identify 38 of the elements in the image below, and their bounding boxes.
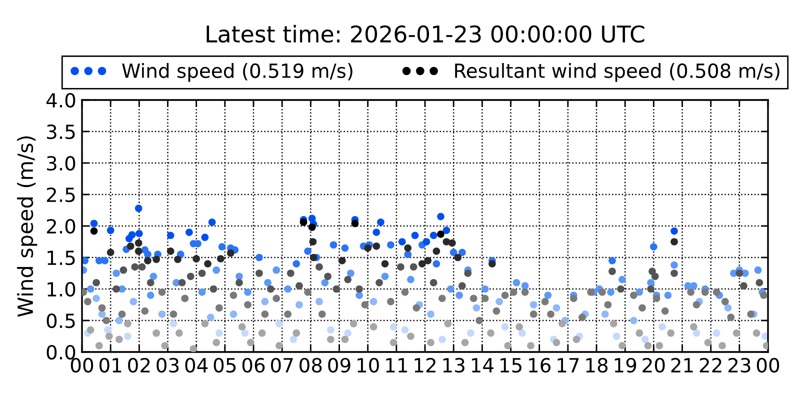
x-tick-label: 00 — [756, 358, 780, 373]
x-tick-label: 10 — [358, 358, 379, 373]
x-tick-label: 08 — [300, 358, 322, 373]
x-tick-label: 15 — [500, 358, 522, 373]
x-tick-label: 22 — [700, 358, 722, 372]
y-tick-label: 4.0 — [46, 92, 76, 108]
x-tick-label: 04 — [185, 358, 208, 373]
x-tick-label: 02 — [128, 358, 150, 373]
y-tick-label: 2.5 — [46, 187, 75, 202]
y-tick-label: 3.0 — [47, 156, 76, 171]
x-tick-label: 06 — [242, 358, 265, 373]
x-tick-label: 17 — [558, 358, 579, 372]
x-tick-label: 13 — [443, 358, 464, 373]
y-axis-title: Wind speed (m/s) — [17, 136, 38, 317]
x-tick-label: 01 — [99, 358, 122, 373]
x-tick-label: 05 — [214, 358, 236, 373]
y-tick-label: 0.5 — [46, 313, 75, 328]
x-tick-label: 11 — [386, 358, 407, 372]
y-tick-label: 0.0 — [46, 344, 76, 360]
y-tick-label: 1.5 — [48, 250, 75, 266]
x-tick-label: 20 — [642, 358, 665, 373]
legend-label: Resultant wind speed (0.508 m/s) — [455, 63, 780, 82]
x-tick-label: 12 — [414, 358, 436, 372]
x-tick-label: 00 — [70, 358, 94, 373]
x-tick-label: 16 — [529, 358, 550, 373]
legend-label: Wind speed (0.519 m/s) — [122, 63, 352, 82]
x-tick-label: 07 — [270, 358, 293, 373]
x-tick-label: 21 — [671, 358, 693, 372]
x-tick-label: 03 — [156, 358, 179, 373]
x-tick-label: 23 — [728, 358, 750, 373]
x-tick-label: 14 — [472, 358, 494, 372]
y-tick-label: 1.0 — [48, 282, 76, 297]
y-tick-label: 2.0 — [46, 218, 76, 234]
x-tick-label: 19 — [614, 358, 636, 373]
x-tick-label: 18 — [586, 358, 608, 373]
x-tick-label: 09 — [328, 358, 350, 373]
y-tick-label: 3.5 — [47, 124, 75, 140]
chart-title: Latest time: 2026-01-23 00:00:00 UTC — [206, 24, 644, 43]
